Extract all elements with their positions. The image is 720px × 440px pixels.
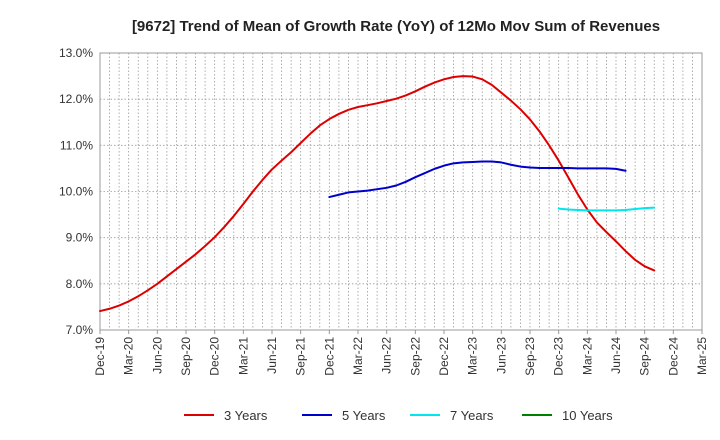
series-line-5-years <box>328 160 627 199</box>
x-tick-label: Dec-24 <box>666 337 680 376</box>
x-tick-label: Sep-24 <box>638 337 652 376</box>
y-tick-label: 12.0% <box>59 92 93 106</box>
x-tick-label: Dec-23 <box>552 337 566 376</box>
x-tick-label: Dec-20 <box>208 337 222 376</box>
x-tick-label: Jun-22 <box>380 337 394 374</box>
legend-label: 5 Years <box>342 408 386 423</box>
x-axis: Dec-19 Mar-20 Jun-20 Sep-20 Dec-20 Mar-21 Jun-… <box>93 330 709 376</box>
x-tick-label: Dec-19 <box>93 337 107 376</box>
x-tick-label: Mar-24 <box>580 337 594 375</box>
y-tick-label: 13.0% <box>59 46 93 60</box>
y-tick-label: 11.0% <box>60 138 93 152</box>
x-tick-label: Mar-23 <box>466 337 480 375</box>
x-tick-label: Jun-24 <box>609 337 623 374</box>
y-tick-label: 10.0% <box>59 185 93 199</box>
x-tick-label: Jun-23 <box>494 337 508 374</box>
x-tick-label: Sep-21 <box>294 337 308 376</box>
x-tick-label: Mar-22 <box>351 337 365 375</box>
y-tick-label: 9.0% <box>66 231 94 245</box>
x-tick-label: Sep-20 <box>179 337 193 376</box>
series-line-3-years <box>99 75 656 313</box>
legend-label: 3 Years <box>224 408 268 423</box>
legend-label: 7 Years <box>450 408 494 423</box>
y-tick-label: 7.0% <box>66 323 94 337</box>
legend: 3 Years 5 Years 7 Years 10 Years <box>184 408 613 423</box>
gridlines <box>100 53 702 330</box>
x-tick-label: Sep-23 <box>523 337 537 376</box>
x-tick-label: Mar-20 <box>122 337 136 375</box>
series-line-7-years <box>557 206 656 212</box>
x-tick-label: Mar-25 <box>695 337 709 375</box>
x-tick-label: Jun-20 <box>150 337 164 374</box>
x-tick-label: Mar-21 <box>236 337 250 375</box>
series-lines <box>99 75 656 313</box>
y-tick-label: 8.0% <box>66 277 94 291</box>
y-axis: 7.0% 8.0% 9.0% 10.0% 11.0% 12.0% 13.0% <box>59 46 93 337</box>
chart-title: [9672] Trend of Mean of Growth Rate (YoY… <box>132 18 660 35</box>
x-tick-label: Dec-22 <box>437 337 451 376</box>
x-tick-label: Sep-22 <box>408 337 422 376</box>
x-tick-label: Dec-21 <box>322 337 336 376</box>
x-tick-label: Jun-21 <box>265 337 279 374</box>
legend-label: 10 Years <box>562 408 613 423</box>
